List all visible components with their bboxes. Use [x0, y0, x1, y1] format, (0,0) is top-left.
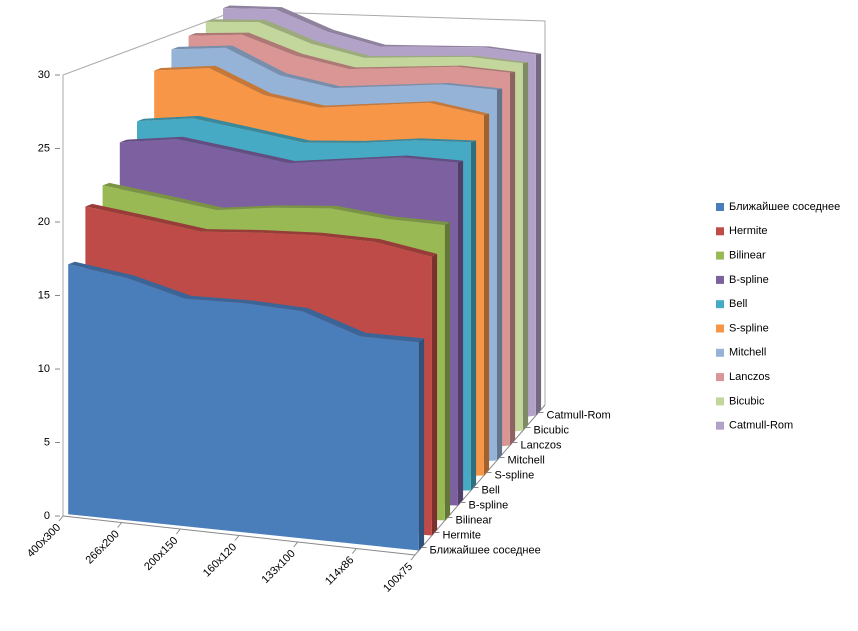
- x-tick-label: 160x120: [201, 541, 239, 579]
- area-top: [102, 182, 451, 225]
- legend-label: Bilinear: [729, 250, 766, 262]
- x-tick: [351, 548, 357, 554]
- area-side: [535, 53, 542, 416]
- legend-label: Ближайшее соседнее: [729, 201, 840, 213]
- legend-label: B-spline: [729, 274, 769, 286]
- area-top: [223, 5, 542, 55]
- z-tick-label: Bicubic: [534, 424, 570, 436]
- z-tick-label: Hermite: [443, 529, 482, 541]
- x-tick-label: 100x75: [381, 561, 415, 595]
- z-tick-label: S-spline: [495, 469, 535, 481]
- area-top: [85, 203, 438, 257]
- z-tick-label: Bell: [482, 484, 500, 496]
- x-tick-label: 114x86: [323, 554, 356, 587]
- y-tick-label: 25: [38, 142, 50, 154]
- x-tick-label: 200x150: [142, 535, 180, 573]
- area-top: [171, 45, 503, 90]
- legend-swatch: [716, 203, 724, 211]
- area-side: [483, 113, 490, 476]
- legend-label: Bell: [729, 298, 747, 310]
- legend-label: S-spline: [729, 322, 769, 334]
- legend-label: Hermite: [729, 225, 768, 237]
- y-tick-label: 15: [38, 289, 50, 301]
- x-tick-label: 400x300: [25, 522, 63, 560]
- y-tick-label: 30: [38, 69, 50, 81]
- area-side: [470, 140, 477, 491]
- legend-swatch: [716, 421, 724, 430]
- y-tick-label: 20: [38, 216, 50, 228]
- area-side: [496, 88, 503, 461]
- x-tick: [293, 541, 299, 548]
- z-tick-label: Catmull-Rom: [547, 409, 611, 421]
- area-side: [431, 253, 438, 536]
- area-side: [418, 338, 425, 551]
- y-tick-label: 5: [44, 436, 50, 448]
- legend-swatch: [716, 300, 724, 309]
- z-tick-label: B-spline: [469, 499, 509, 511]
- z-tick-label: Lanczos: [521, 439, 562, 451]
- area: [68, 264, 419, 551]
- area-top: [137, 115, 477, 143]
- area-side: [457, 160, 464, 506]
- x-tick-label: 266x200: [84, 528, 122, 566]
- legend-swatch: [716, 348, 724, 357]
- legend-swatch: [716, 397, 724, 406]
- legend-label: Mitchell: [729, 347, 766, 359]
- area-top: [119, 136, 464, 164]
- y-tick-label: 0: [44, 510, 50, 522]
- x-tick: [58, 515, 64, 522]
- area-top: [188, 32, 516, 73]
- x-tick: [234, 535, 240, 541]
- legend-label: Catmull-Rom: [729, 420, 793, 432]
- area-top: [68, 261, 425, 343]
- legend-swatch: [716, 251, 724, 260]
- z-tick-label: Bilinear: [456, 514, 493, 526]
- legend-swatch: [716, 275, 724, 284]
- area-top: [154, 65, 490, 116]
- x-tick-label: 133x100: [260, 548, 298, 586]
- y-tick-label: 10: [38, 363, 50, 375]
- legend-label: Bicubic: [729, 395, 765, 407]
- legend-label: Lanczos: [729, 371, 770, 383]
- area-side: [444, 222, 451, 521]
- z-tick-label: Mitchell: [508, 454, 545, 466]
- legend-swatch: [716, 373, 724, 382]
- legend-swatch: [716, 227, 724, 236]
- legend-swatch: [716, 324, 724, 333]
- area-top: [205, 19, 529, 64]
- area-side: [509, 71, 516, 446]
- x-tick: [117, 522, 123, 528]
- x-tick: [175, 528, 181, 535]
- area-side: [522, 62, 529, 431]
- x-tick: [410, 554, 416, 561]
- z-tick-label: Ближайшее соседнее: [430, 544, 541, 556]
